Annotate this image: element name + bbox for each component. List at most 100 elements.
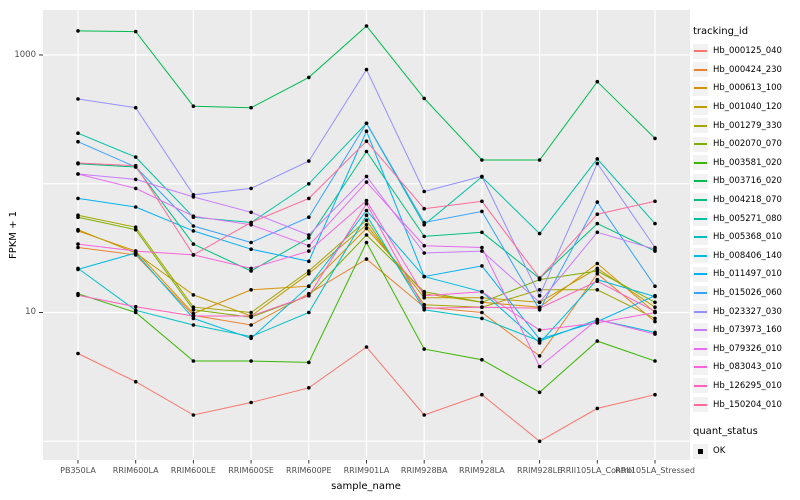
data-point: [249, 105, 253, 110]
legend-key-line-swatch: [693, 359, 708, 375]
legend-item-Hb_005271_080: Hb_005271_080: [693, 209, 799, 228]
data-point: [191, 323, 196, 327]
x-tick-label-RRIM600LA: RRIM600LA: [112, 466, 159, 475]
data-point: [480, 296, 484, 300]
data-point: [537, 231, 542, 236]
data-point: [364, 257, 369, 261]
data-point: [537, 439, 542, 444]
data-point: [191, 104, 196, 108]
data-point: [595, 321, 600, 325]
legend-item-quant-OK: OK: [693, 442, 799, 461]
series-color-line: [694, 68, 707, 71]
data-point: [653, 300, 657, 305]
data-point: [422, 413, 427, 417]
data-point: [364, 67, 369, 72]
data-point: [307, 310, 311, 315]
data-point: [191, 293, 196, 297]
series-color-line: [694, 199, 707, 202]
black-square-marker: [698, 448, 703, 454]
data-point: [133, 227, 138, 232]
legend-item-label: Hb_000613_100: [713, 83, 782, 94]
legend-quant-items: OK: [693, 442, 799, 461]
series-color-line: [694, 273, 707, 276]
legend-key-line-swatch: [693, 378, 708, 394]
series-color-line: [694, 87, 707, 90]
y-axis-title: FPKM + 1: [8, 210, 19, 260]
series-color-line: [694, 384, 707, 387]
data-point: [480, 264, 484, 268]
data-point: [133, 186, 138, 191]
series-color-line: [694, 106, 707, 109]
data-point: [595, 271, 600, 276]
data-point: [480, 249, 484, 253]
data-point: [249, 210, 253, 215]
data-point: [133, 225, 138, 229]
series-color-line: [694, 124, 707, 127]
legend-key-line-swatch: [693, 285, 708, 301]
data-point: [422, 243, 427, 248]
data-point: [307, 159, 311, 163]
data-point: [133, 163, 138, 168]
data-point: [537, 158, 542, 162]
data-point: [422, 251, 427, 255]
data-point: [422, 347, 427, 351]
legend-item-Hb_003581_020: Hb_003581_020: [693, 154, 799, 173]
data-point: [422, 189, 427, 194]
data-point: [249, 323, 253, 327]
series-color-line: [694, 217, 707, 220]
data-point: [480, 174, 484, 179]
x-tick-label-RRII105LA_Stressed: RRII105LA_Stressed: [615, 466, 695, 475]
legend-item-Hb_126295_010: Hb_126295_010: [693, 377, 799, 396]
legend-gap: [693, 414, 799, 426]
data-point: [364, 24, 369, 28]
legend-title-tracking-id: tracking_id: [693, 26, 749, 37]
data-point: [307, 75, 311, 80]
data-point: [76, 215, 80, 219]
data-point: [537, 306, 542, 311]
data-point: [364, 223, 369, 227]
legend-item-label: Hb_126295_010: [713, 380, 782, 391]
data-point: [480, 305, 484, 310]
x-tick-label-RRIM928BA: RRIM928BA: [400, 466, 448, 475]
data-point: [307, 215, 311, 219]
x-tick-label-RRIM600LE: RRIM600LE: [170, 466, 216, 475]
data-point: [76, 242, 80, 246]
data-point: [653, 332, 657, 336]
legend-item-Hb_001279_330: Hb_001279_330: [693, 116, 799, 135]
legend-item-label: Hb_004218_070: [713, 195, 782, 206]
legend-key-line-swatch: [693, 248, 708, 264]
data-point: [133, 155, 138, 159]
legend-item-Hb_003716_020: Hb_003716_020: [693, 172, 799, 191]
legend-item-label: Hb_000125_040: [713, 46, 782, 57]
legend-key-line-swatch: [693, 322, 708, 338]
legend-item-label: Hb_003716_020: [713, 176, 782, 187]
data-point: [595, 230, 600, 235]
data-point: [364, 174, 369, 179]
data-point: [307, 271, 311, 276]
legend-item-Hb_015026_060: Hb_015026_060: [693, 284, 799, 303]
legend-key-line-swatch: [693, 211, 708, 227]
data-point: [307, 284, 311, 289]
x-tick-label-PB350LA: PB350LA: [60, 466, 96, 475]
legend-key-line-swatch: [693, 118, 708, 134]
x-axis-title: sample_name: [331, 481, 401, 492]
legend: tracking_id Hb_000125_040 Hb_000424_230 Hb…: [693, 26, 799, 460]
data-point: [191, 229, 196, 233]
legend-key-line-swatch: [693, 43, 708, 59]
data-point: [249, 310, 253, 315]
legend-item-Hb_000125_040: Hb_000125_040: [693, 42, 799, 61]
data-point: [480, 316, 484, 321]
data-point: [249, 220, 253, 225]
legend-key-line-swatch: [693, 155, 708, 171]
data-point: [422, 96, 427, 101]
legend-item-label: OK: [713, 446, 726, 457]
data-point: [133, 205, 138, 209]
data-point: [307, 196, 311, 201]
data-point: [133, 177, 138, 182]
data-point: [422, 293, 427, 298]
data-point: [537, 390, 542, 395]
data-point: [133, 249, 138, 253]
x-tick-label-RRIM901LA: RRIM901LA: [343, 466, 390, 475]
legend-tracking-items: Hb_000125_040 Hb_000424_230 Hb_000613_100 H…: [693, 42, 799, 414]
data-point: [191, 314, 196, 318]
